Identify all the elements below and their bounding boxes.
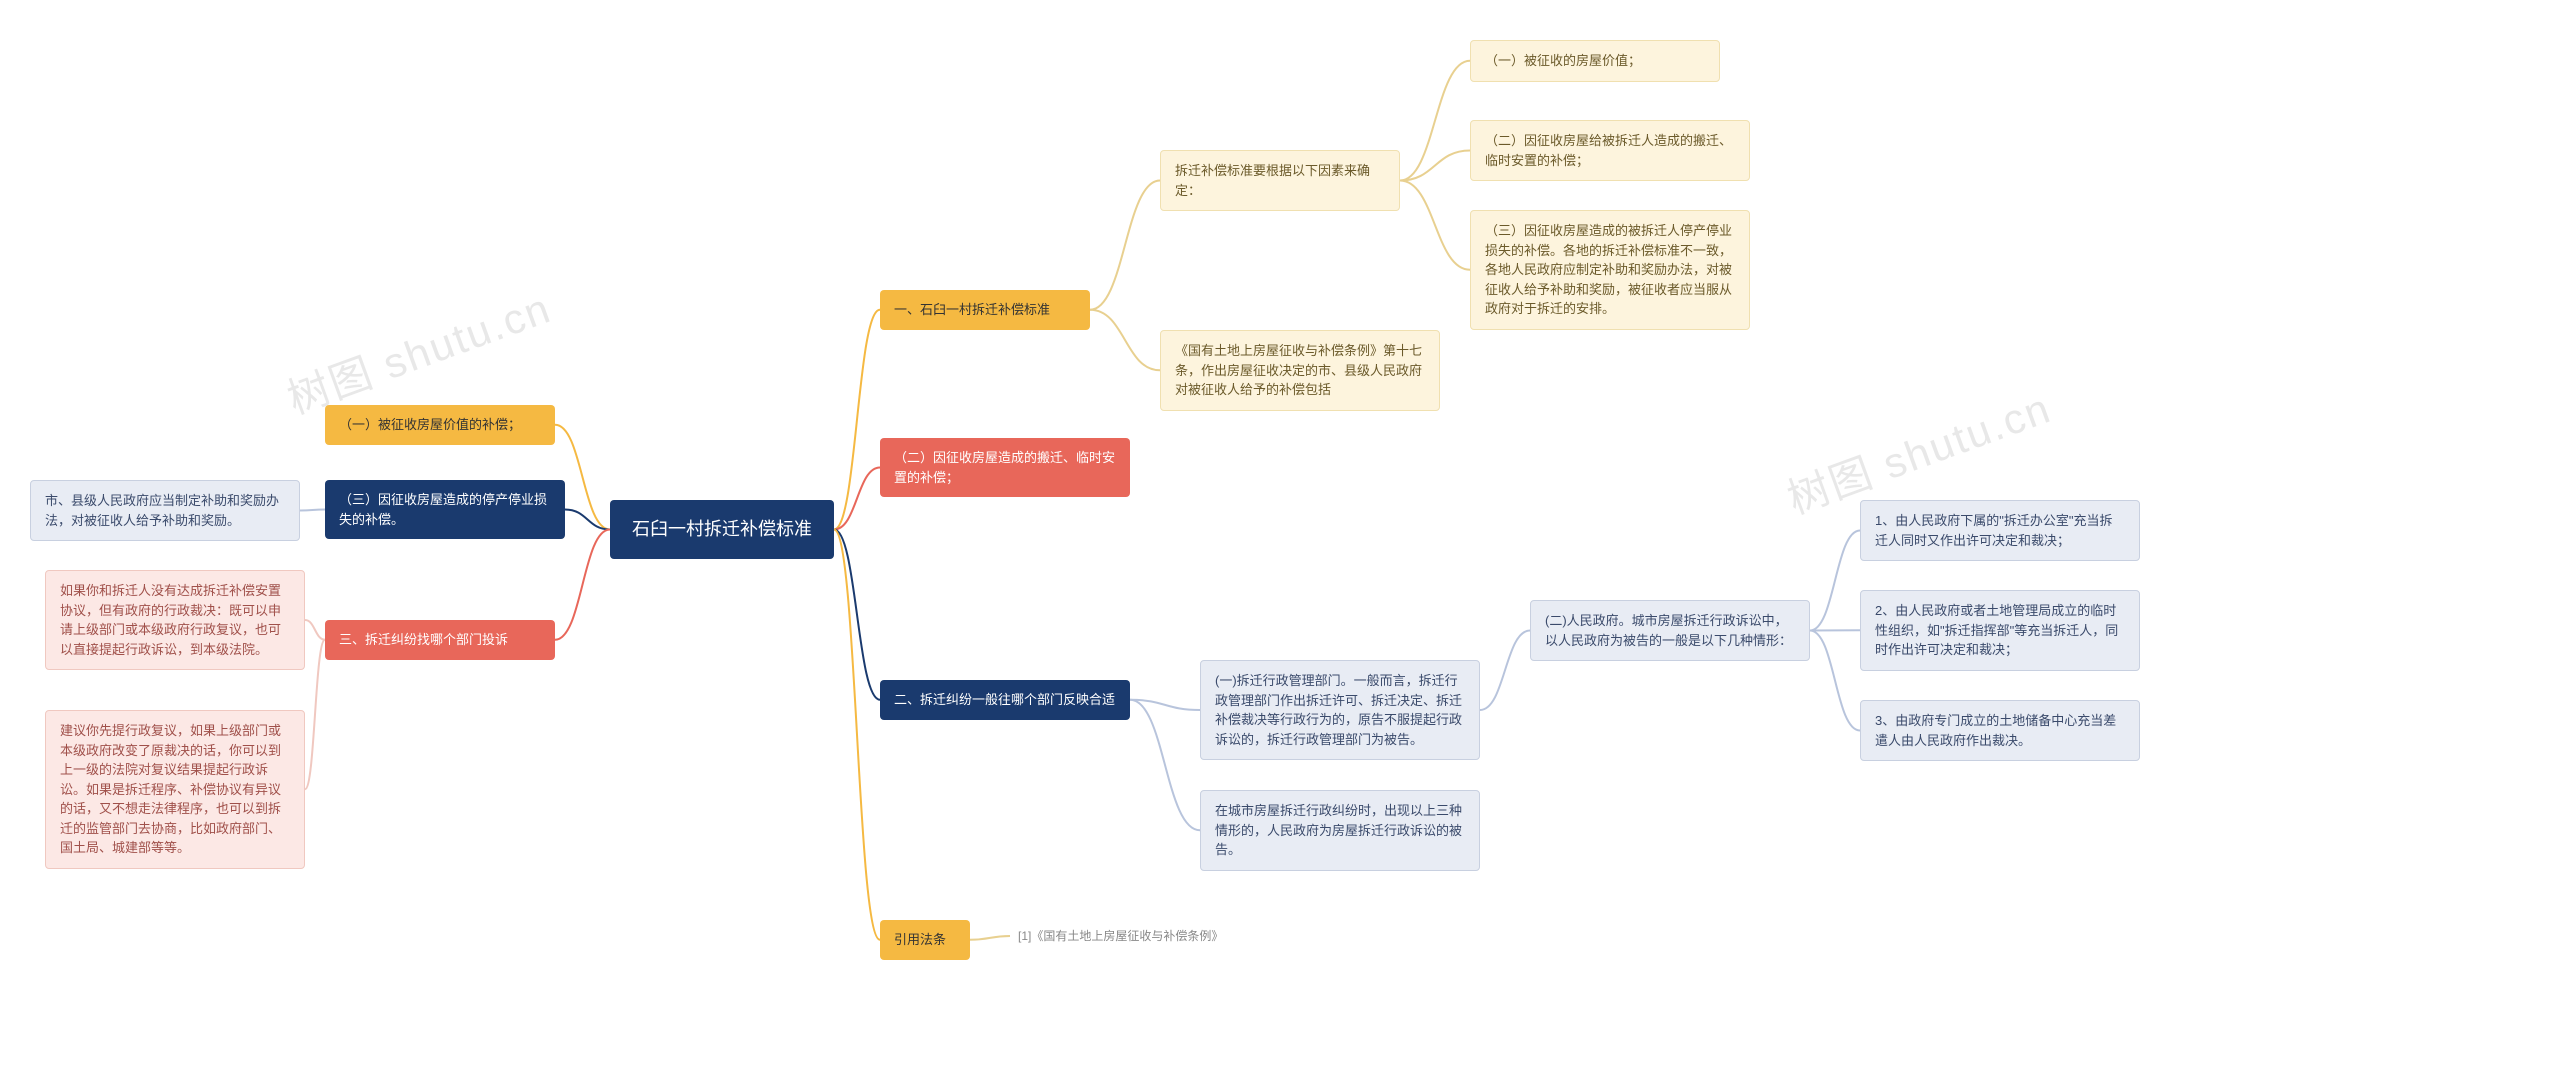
connector-line	[300, 510, 325, 511]
connector-line	[1130, 700, 1200, 710]
connector-line	[834, 468, 880, 530]
connector-line	[565, 510, 610, 530]
connector-line	[834, 530, 880, 700]
mindmap-node[interactable]: (一)拆迁行政管理部门。一般而言，拆迁行政管理部门作出拆迁许可、拆迁决定、拆迁补…	[1200, 660, 1480, 760]
mindmap-node[interactable]: 在城市房屋拆迁行政纠纷时，出现以上三种情形的，人民政府为房屋拆迁行政诉讼的被告。	[1200, 790, 1480, 871]
connector-line	[1480, 631, 1530, 711]
connector-line	[1810, 531, 1860, 631]
mindmap-node[interactable]: （一）被征收房屋价值的补偿；	[325, 405, 555, 445]
connector-line	[1090, 181, 1160, 310]
mindmap-node[interactable]: 市、县级人民政府应当制定补助和奖励办法，对被征收人给予补助和奖励。	[30, 480, 300, 541]
connector-line	[1400, 181, 1470, 270]
connector-line	[1130, 700, 1200, 831]
mindmap-node[interactable]: 二、拆迁纠纷一般往哪个部门反映合适	[880, 680, 1130, 720]
connector-line	[1090, 310, 1160, 371]
connector-line	[834, 530, 880, 940]
mindmap-node[interactable]: 1、由人民政府下属的"拆迁办公室"充当拆迁人同时又作出许可决定和裁决；	[1860, 500, 2140, 561]
mindmap-node[interactable]: 3、由政府专门成立的土地储备中心充当差遣人由人民政府作出裁决。	[1860, 700, 2140, 761]
mindmap-node[interactable]: （三）因征收房屋造成的停产停业损失的补偿。	[325, 480, 565, 539]
mindmap-node[interactable]: 2、由人民政府或者土地管理局成立的临时性组织，如"拆迁指挥部"等充当拆迁人，同时…	[1860, 590, 2140, 671]
connector-line	[305, 620, 325, 640]
mindmap-node[interactable]: （一）被征收的房屋价值；	[1470, 40, 1720, 82]
connector-line	[1810, 631, 1860, 731]
mindmap-node[interactable]: 建议你先提行政复议，如果上级部门或本级政府改变了原裁决的话，你可以到上一级的法院…	[45, 710, 305, 869]
mindmap-node[interactable]: 拆迁补偿标准要根据以下因素来确定：	[1160, 150, 1400, 211]
mindmap-node[interactable]: 引用法条	[880, 920, 970, 960]
connector-line	[1400, 151, 1470, 181]
mindmap-node[interactable]: 如果你和拆迁人没有达成拆迁补偿安置协议，但有政府的行政裁决：既可以申请上级部门或…	[45, 570, 305, 670]
connector-line	[555, 530, 610, 640]
mindmap-node[interactable]: 《国有土地上房屋征收与补偿条例》第十七条，作出房屋征收决定的市、县级人民政府对被…	[1160, 330, 1440, 411]
connector-line	[970, 936, 1010, 940]
mindmap-node[interactable]: （二）因征收房屋造成的搬迁、临时安置的补偿；	[880, 438, 1130, 497]
mindmap-node[interactable]: （二）因征收房屋给被拆迁人造成的搬迁、临时安置的补偿；	[1470, 120, 1750, 181]
connector-line	[1400, 61, 1470, 181]
mindmap-node[interactable]: 一、石臼一村拆迁补偿标准	[880, 290, 1090, 330]
mindmap-node[interactable]: (二)人民政府。城市房屋拆迁行政诉讼中，以人民政府为被告的一般是以下几种情形：	[1530, 600, 1810, 661]
watermark: 树图 shutu.cn	[278, 275, 559, 427]
mindmap-node[interactable]: 三、拆迁纠纷找哪个部门投诉	[325, 620, 555, 660]
connector-line	[834, 310, 880, 530]
mindmap-node[interactable]: （三）因征收房屋造成的被拆迁人停产停业损失的补偿。各地的拆迁补偿标准不一致，各地…	[1470, 210, 1750, 330]
mindmap-root[interactable]: 石臼一村拆迁补偿标准	[610, 500, 834, 559]
mindmap-node[interactable]: [1]《国有土地上房屋征收与补偿条例》	[1010, 923, 1270, 949]
connector-line	[305, 640, 325, 790]
